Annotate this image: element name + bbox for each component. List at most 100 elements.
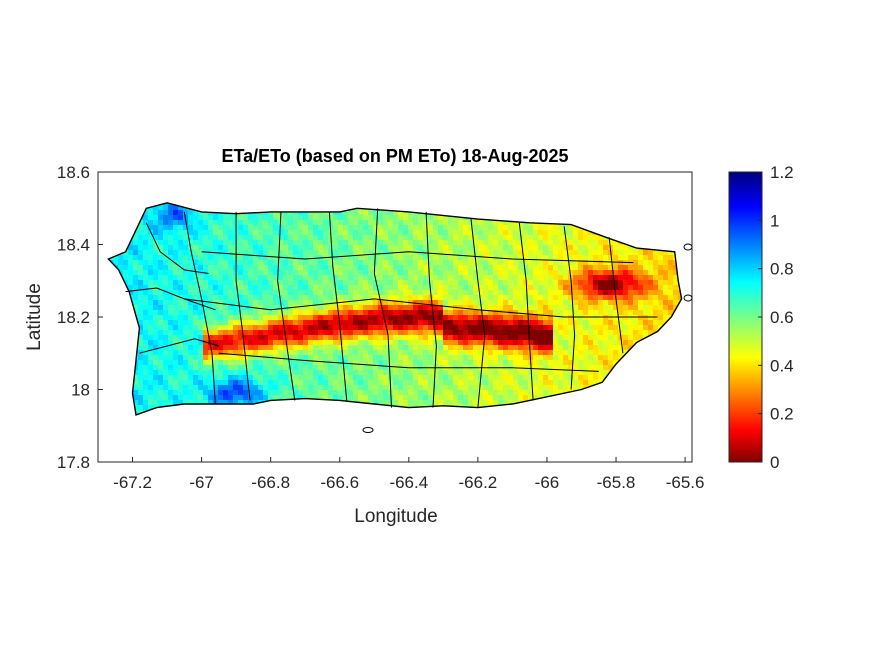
field-cell xyxy=(578,255,584,261)
field-cell xyxy=(468,225,474,231)
field-cell xyxy=(653,280,659,286)
field-cell xyxy=(513,395,519,401)
field-cell xyxy=(143,320,149,326)
field-cell xyxy=(403,290,409,296)
field-cell xyxy=(178,360,184,366)
field-cell xyxy=(228,240,234,246)
field-cell xyxy=(253,340,259,346)
field-cell xyxy=(193,230,199,236)
field-cell xyxy=(223,235,229,241)
field-cell xyxy=(333,395,339,401)
field-cell xyxy=(393,335,399,341)
field-cell xyxy=(273,265,279,271)
field-cell xyxy=(563,355,569,361)
field-cell xyxy=(478,350,484,356)
field-cell xyxy=(468,305,474,311)
field-cell xyxy=(523,270,529,276)
field-cell xyxy=(648,285,654,291)
field-cell xyxy=(638,285,644,291)
field-cell xyxy=(558,265,564,271)
field-cell xyxy=(163,300,169,306)
field-cell xyxy=(468,340,474,346)
field-cell xyxy=(298,310,304,316)
field-cell xyxy=(158,280,164,286)
field-cell xyxy=(578,385,584,391)
field-cell xyxy=(168,230,174,236)
field-cell xyxy=(563,340,569,346)
field-cell xyxy=(573,360,579,366)
field-cell xyxy=(428,235,434,241)
field-cell xyxy=(513,230,519,236)
field-cell xyxy=(628,285,634,291)
field-cell xyxy=(308,340,314,346)
field-cell xyxy=(453,220,459,226)
field-cell xyxy=(288,330,294,336)
field-cell xyxy=(343,250,349,256)
field-cell xyxy=(388,330,394,336)
field-cell xyxy=(578,275,584,281)
field-cell xyxy=(413,230,419,236)
field-cell xyxy=(638,320,644,326)
field-cell xyxy=(563,305,569,311)
field-cell xyxy=(288,320,294,326)
field-cell xyxy=(333,350,339,356)
field-cell xyxy=(468,275,474,281)
field-cell xyxy=(548,280,554,286)
field-cell xyxy=(593,370,599,376)
field-cell xyxy=(173,370,179,376)
field-cell xyxy=(218,240,224,246)
field-cell xyxy=(283,225,289,231)
field-cell xyxy=(623,305,629,311)
field-cell xyxy=(443,240,449,246)
field-cell xyxy=(223,390,229,396)
field-cell xyxy=(473,370,479,376)
field-cell xyxy=(268,380,274,386)
field-cell xyxy=(253,300,259,306)
field-cell xyxy=(348,395,354,401)
field-cell xyxy=(643,320,649,326)
field-cell xyxy=(283,365,289,371)
field-cell xyxy=(258,220,264,226)
field-cell xyxy=(478,280,484,286)
field-cell xyxy=(258,305,264,311)
field-cell xyxy=(458,385,464,391)
field-cell xyxy=(623,315,629,321)
field-cell xyxy=(338,235,344,241)
field-cell xyxy=(423,360,429,366)
field-cell xyxy=(343,255,349,261)
field-cell xyxy=(233,385,239,391)
field-cell xyxy=(493,355,499,361)
field-cell xyxy=(448,245,454,251)
field-cell xyxy=(318,235,324,241)
field-cell xyxy=(453,255,459,261)
field-cell xyxy=(283,310,289,316)
field-cell xyxy=(263,395,269,401)
field-cell xyxy=(583,295,589,301)
field-cell xyxy=(423,320,429,326)
field-cell xyxy=(458,340,464,346)
field-cell xyxy=(158,325,164,331)
field-cell xyxy=(608,265,614,271)
field-cell xyxy=(308,395,314,401)
field-cell xyxy=(473,290,479,296)
field-cell xyxy=(438,285,444,291)
field-cell xyxy=(403,295,409,301)
field-cell xyxy=(423,325,429,331)
field-cell xyxy=(208,270,214,276)
field-cell xyxy=(478,305,484,311)
field-cell xyxy=(418,310,424,316)
field-cell xyxy=(193,290,199,296)
field-cell xyxy=(493,295,499,301)
field-cell xyxy=(238,340,244,346)
field-cell xyxy=(543,385,549,391)
field-cell xyxy=(308,270,314,276)
field-cell xyxy=(558,345,564,351)
field-cell xyxy=(448,335,454,341)
field-cell xyxy=(143,225,149,231)
field-cell xyxy=(513,290,519,296)
field-cell xyxy=(243,250,249,256)
field-cell xyxy=(408,295,414,301)
field-cell xyxy=(463,305,469,311)
field-cell xyxy=(318,285,324,291)
field-cell xyxy=(278,335,284,341)
